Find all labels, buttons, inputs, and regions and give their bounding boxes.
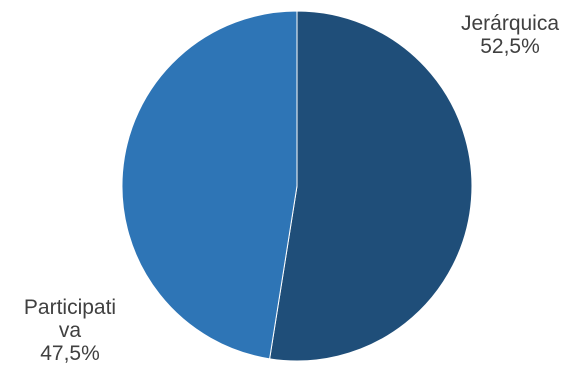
pie-slice-jerarquica [269, 10, 473, 362]
pie-slice-participativa [121, 10, 298, 360]
slice-label-participativa-name-line2: va [58, 319, 82, 342]
slice-label-participativa-value: 47,5% [40, 342, 100, 365]
data-label-participativa: Participati va 47,5% [0, 296, 140, 365]
data-label-jerarquica: Jerárquica 52,5% [440, 12, 580, 58]
slice-label-jerarquica-value: 52,5% [480, 35, 540, 58]
slice-label-participativa-name-line1: Participati [23, 296, 117, 319]
slice-label-jerarquica-name: Jerárquica [460, 12, 560, 35]
